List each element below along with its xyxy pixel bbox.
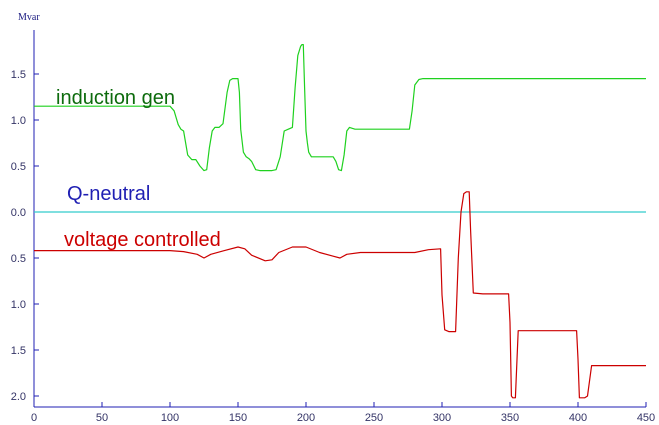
x-tick-label: 50: [96, 412, 108, 424]
x-tick-label: 150: [229, 412, 247, 424]
axes: 0 50 100 150 200 250 300 350 400 450 1.5 1.0 0.5 0.0 0…: [11, 30, 655, 424]
y-tick-label: 0.5: [11, 161, 26, 173]
y-tick-label: 1.5: [11, 345, 26, 357]
x-tick-label: 250: [365, 412, 383, 424]
series-label-q-neutral: Q-neutral: [67, 183, 150, 205]
x-tick-label: 350: [501, 412, 519, 424]
series-line-voltage-controlled: [34, 191, 646, 399]
y-tick-label: 0.5: [11, 253, 26, 265]
x-tick-label: 200: [297, 412, 315, 424]
x-tick-label: 450: [637, 412, 655, 424]
series-lines: [34, 43, 646, 399]
y-tick-label: 1.0: [11, 299, 26, 311]
x-tick-label: 300: [433, 412, 451, 424]
y-tick-label: 2.0: [11, 391, 26, 403]
y-tick-label: 1.0: [11, 115, 26, 127]
series-line-induction-gen: [34, 43, 646, 172]
y-tick-label: 0.0: [11, 207, 26, 219]
x-tick-label: 0: [31, 412, 37, 424]
series-label-induction-gen: induction gen: [56, 87, 175, 109]
series-labels: induction gen Q-neutral voltage controlled: [56, 87, 221, 251]
x-tick-label: 100: [161, 412, 179, 424]
y-tick-label: 1.5: [11, 69, 26, 81]
y-unit-label: Mvar: [18, 12, 40, 23]
series-label-voltage-controlled: voltage controlled: [64, 229, 221, 251]
x-tick-label: 400: [569, 412, 587, 424]
